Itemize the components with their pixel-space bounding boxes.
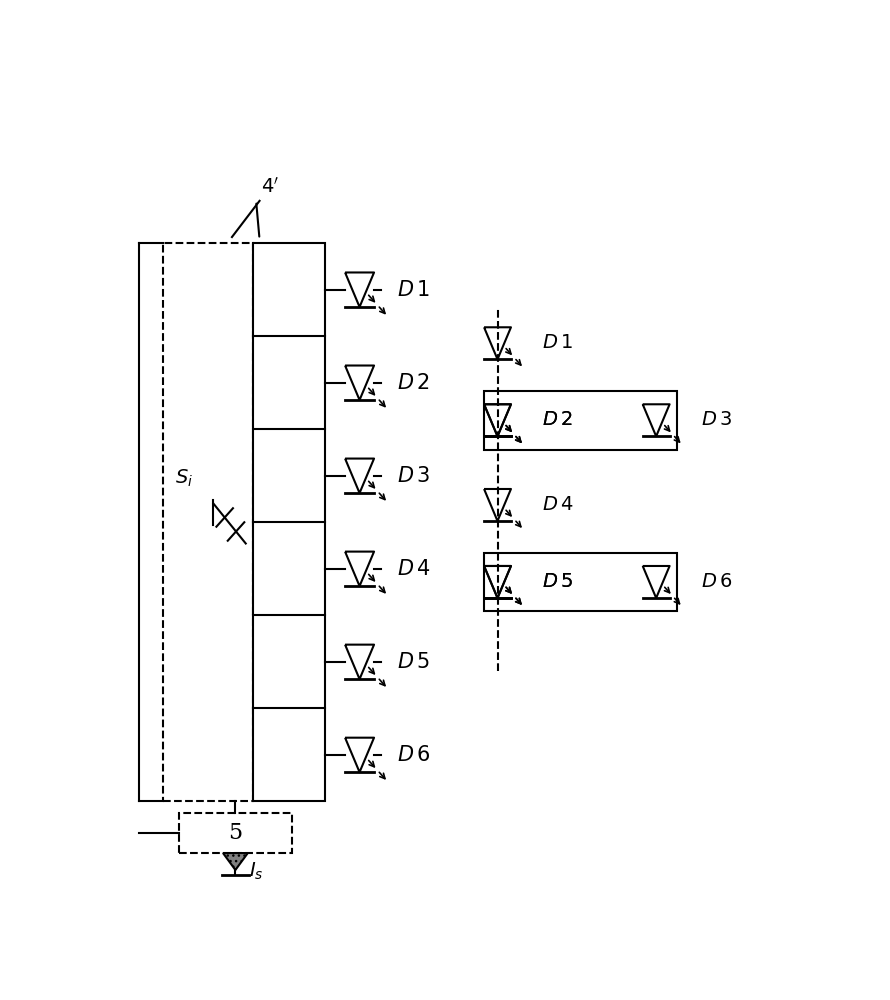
Text: $D\,3$: $D\,3$ [701,411,732,429]
Bar [484,553,677,611]
Polygon shape [223,853,247,870]
Text: $I_s$: $I_s$ [249,861,263,882]
Text: $D\,1$: $D\,1$ [542,334,573,352]
Text: $D\,3$: $D\,3$ [398,466,431,486]
Text: $D\,5$: $D\,5$ [542,573,573,591]
Text: $D\,6$: $D\,6$ [398,745,431,765]
Text: $D\,2$: $D\,2$ [542,411,573,429]
Text: $D\,6$: $D\,6$ [701,573,732,591]
Bar [253,243,325,801]
Bar [163,243,253,801]
Text: $D\,4$: $D\,4$ [542,496,574,514]
Text: $S_i$: $S_i$ [174,467,193,489]
Text: $D\,2$: $D\,2$ [542,411,573,429]
Text: $D\,5$: $D\,5$ [398,652,431,672]
Bar [484,391,677,450]
Text: 5: 5 [229,822,242,844]
Bar [179,813,292,853]
Text: $D\,2$: $D\,2$ [398,373,430,393]
Text: $D\,1$: $D\,1$ [398,280,431,300]
Text: $D\,4$: $D\,4$ [398,559,431,579]
Text: $D\,5$: $D\,5$ [542,573,573,591]
Text: $4'$: $4'$ [261,177,279,197]
